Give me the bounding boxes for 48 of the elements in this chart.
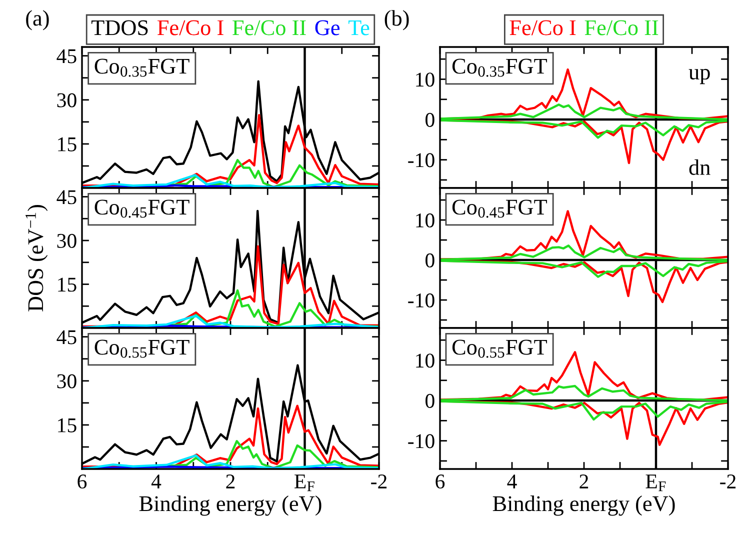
chart-title: (b) — [384, 10, 409, 30]
y-tick-label: 15 — [58, 137, 76, 152]
annotation: Co$_{0.45}$FGT — [94, 200, 190, 218]
x-tick-label: 4 — [507, 474, 517, 488]
y-tick-label: 10 — [416, 72, 434, 87]
series-label: Fe/Co I — [510, 20, 576, 36]
x-tick-label: 6 — [78, 474, 87, 489]
text: Te — [348, 20, 370, 36]
x-tick-label: E$_{F}$ — [294, 474, 314, 492]
y-tick-label: 15 — [58, 418, 76, 432]
text: Fe/Co II — [232, 20, 306, 36]
x-tick-label: -2 — [371, 474, 387, 488]
chart-title: (a) — [26, 10, 49, 30]
y-tick-label: 0 — [426, 394, 434, 408]
y-tick-label: 10 — [416, 213, 434, 228]
y-tick-label: 30 — [57, 234, 76, 248]
annotation: Co$_{0.55}$FGT — [452, 340, 547, 358]
x-tick-label: 6 — [436, 474, 445, 489]
text: TDOS — [91, 20, 148, 36]
x-tick-label: -2 — [720, 474, 736, 488]
annotation: Co$_{0.45}$FGT — [452, 200, 547, 218]
y-tick-label: -10 — [408, 434, 434, 448]
annotation: Co$_{0.35}$FGT — [452, 58, 547, 77]
annotation: Co$_{0.35}$FGT — [94, 58, 190, 77]
annotation: Co$_{0.55}$FGT — [94, 340, 190, 358]
y-tick-label: -10 — [408, 293, 434, 308]
y-tick-label: 30 — [57, 93, 76, 108]
annotation: up — [688, 68, 710, 84]
y-tick-label: 45 — [56, 49, 76, 64]
y-tick-label: 45 — [56, 190, 76, 204]
y-tick-label: 0 — [426, 112, 434, 127]
annotation: dn — [689, 159, 710, 176]
text: Fe/Co II — [584, 20, 658, 36]
y-tick-label: 0 — [426, 253, 434, 268]
y-tick-label: -10 — [408, 153, 434, 168]
text: Fe/Co I — [157, 20, 224, 36]
y-tick-label: 45 — [56, 330, 76, 344]
x-tick-label: 2 — [580, 474, 588, 488]
x-tick-label: 2 — [226, 474, 235, 488]
y-tick-label: 30 — [57, 374, 76, 388]
y-tick-label: 10 — [416, 354, 434, 368]
x-axis-title: Binding energy (eV) — [139, 496, 322, 516]
x-tick-label: E$_{F}$ — [646, 474, 666, 492]
text: Ge — [315, 20, 340, 36]
x-axis-title: Binding energy (eV) — [492, 496, 675, 516]
y-tick-label: 15 — [58, 278, 76, 292]
x-tick-label: 4 — [151, 474, 162, 488]
y-axis-title: DOS (eV$^{−1}$) — [26, 205, 48, 312]
